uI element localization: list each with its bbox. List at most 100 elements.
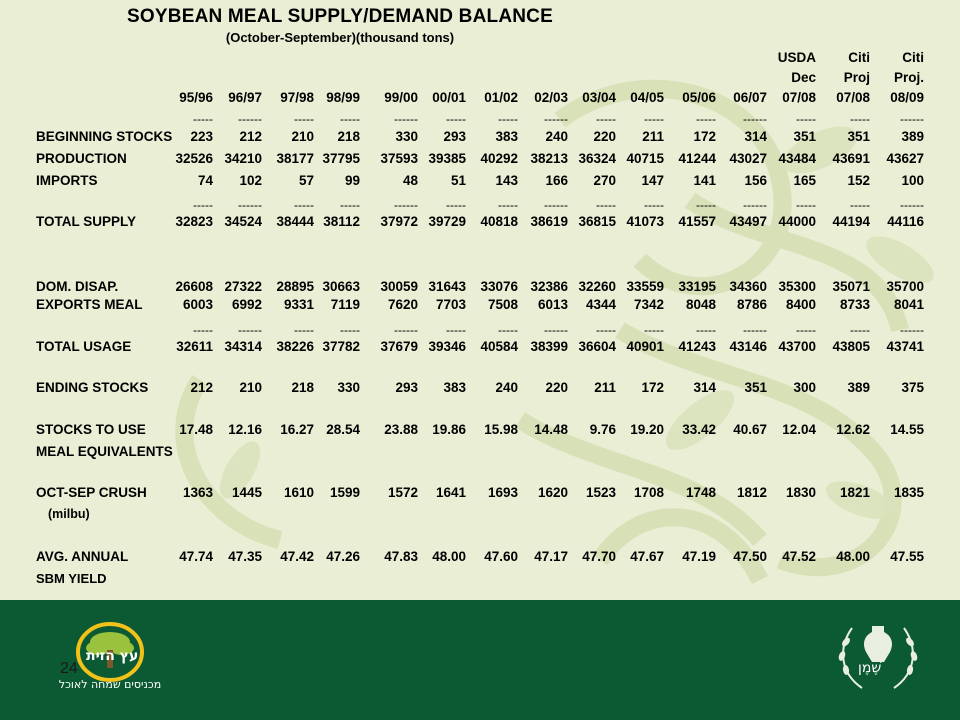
- table-cell: 351: [793, 129, 816, 144]
- column-header-line: USDA: [777, 50, 816, 65]
- table-cell: 166: [545, 173, 568, 188]
- table-cell: 38444: [276, 214, 314, 229]
- row-label: PRODUCTION: [36, 151, 127, 166]
- separator-dash: -----: [850, 112, 870, 126]
- table-cell: 6003: [182, 297, 213, 312]
- table-cell: 43497: [729, 214, 767, 229]
- table-cell: 26608: [175, 279, 213, 294]
- table-cell: 48: [402, 173, 418, 188]
- table-cell: 19.20: [630, 422, 664, 437]
- table-cell: 212: [239, 129, 262, 144]
- table-cell: 12.16: [228, 422, 262, 437]
- table-cell: 218: [291, 380, 314, 395]
- table-cell: 28895: [276, 279, 314, 294]
- separator-dash: ------: [238, 112, 262, 126]
- table-cell: 1830: [785, 485, 816, 500]
- table-cell: 12.04: [782, 422, 816, 437]
- column-header: 00/01: [432, 90, 466, 105]
- table-cell: 38619: [530, 214, 568, 229]
- table-cell: 30663: [322, 279, 360, 294]
- table-cell: 293: [395, 380, 418, 395]
- table-cell: 41244: [678, 151, 716, 166]
- table-cell: 212: [190, 380, 213, 395]
- column-header-line: Citi: [848, 50, 870, 65]
- table-cell: 47.26: [326, 549, 360, 564]
- table-cell: 35300: [778, 279, 816, 294]
- table-cell: 43146: [729, 339, 767, 354]
- table-cell: 7342: [633, 297, 664, 312]
- row-label: OCT-SEP CRUSH: [36, 485, 147, 500]
- table-cell: 39729: [428, 214, 466, 229]
- row-label: EXPORTS MEAL: [36, 297, 143, 312]
- separator-dash: -----: [796, 198, 816, 212]
- table-cell: 33076: [480, 279, 518, 294]
- olive-tree-logo-icon: [76, 622, 144, 682]
- column-header: 03/04: [582, 90, 616, 105]
- table-cell: 8733: [839, 297, 870, 312]
- table-cell: 389: [901, 129, 924, 144]
- column-header: 99/00: [384, 90, 418, 105]
- separator-dash: -----: [850, 198, 870, 212]
- column-header-line: Dec: [791, 70, 816, 85]
- separator-dash: ------: [394, 112, 418, 126]
- row-label: DOM. DISAP.: [36, 279, 119, 294]
- column-header-line: Citi: [902, 50, 924, 65]
- table-cell: 38399: [530, 339, 568, 354]
- table-cell: 143: [495, 173, 518, 188]
- separator-dash: -----: [498, 323, 518, 337]
- table-cell: 8048: [685, 297, 716, 312]
- table-cell: 9.76: [589, 422, 616, 437]
- table-cell: 211: [642, 129, 664, 144]
- table-cell: 218: [337, 129, 360, 144]
- table-cell: 28.54: [326, 422, 360, 437]
- table-cell: 47.55: [890, 549, 924, 564]
- table-cell: 36815: [578, 214, 616, 229]
- separator-dash: ------: [544, 112, 568, 126]
- column-header: 08/09: [890, 90, 924, 105]
- table-cell: 33559: [626, 279, 664, 294]
- column-header: 04/05: [630, 90, 664, 105]
- table-cell: 220: [593, 129, 616, 144]
- row-label: (milbu): [48, 507, 90, 521]
- table-cell: 35071: [832, 279, 870, 294]
- table-cell: 1821: [839, 485, 870, 500]
- table-cell: 43691: [832, 151, 870, 166]
- separator-dash: ------: [238, 198, 262, 212]
- table-cell: 43627: [886, 151, 924, 166]
- table-cell: 40715: [626, 151, 664, 166]
- separator-dash: -----: [796, 112, 816, 126]
- separator-dash: ------: [900, 198, 924, 212]
- logo-right-name: שֶׁמֶן: [858, 660, 882, 676]
- row-label: TOTAL USAGE: [36, 339, 132, 354]
- table-cell: 47.42: [280, 549, 314, 564]
- table-cell: 156: [744, 173, 767, 188]
- separator-dash: -----: [596, 112, 616, 126]
- table-cell: 40901: [626, 339, 664, 354]
- table-cell: 31643: [428, 279, 466, 294]
- table-cell: 32526: [175, 151, 213, 166]
- table-cell: 165: [793, 173, 816, 188]
- table-cell: 15.98: [484, 422, 518, 437]
- table-cell: 43805: [832, 339, 870, 354]
- table-cell: 47.50: [733, 549, 767, 564]
- table-cell: 34360: [729, 279, 767, 294]
- table-cell: 1620: [537, 485, 568, 500]
- separator-dash: -----: [294, 112, 314, 126]
- table-cell: 314: [744, 129, 767, 144]
- table-cell: 47.60: [484, 549, 518, 564]
- row-label: IMPORTS: [36, 173, 98, 188]
- table-cell: 43484: [778, 151, 816, 166]
- table-cell: 6992: [231, 297, 262, 312]
- logo-left-tagline: מכניסים שמחה לאוכל: [58, 678, 162, 691]
- table-cell: 27322: [224, 279, 262, 294]
- table-cell: 210: [291, 129, 314, 144]
- table-cell: 39346: [428, 339, 466, 354]
- separator-dash: ------: [394, 198, 418, 212]
- table-cell: 1572: [387, 485, 418, 500]
- column-header: 07/08: [782, 90, 816, 105]
- row-label: TOTAL SUPPLY: [36, 214, 137, 229]
- separator-dash: ------: [394, 323, 418, 337]
- separator-dash: -----: [498, 198, 518, 212]
- table-cell: 34524: [224, 214, 262, 229]
- table-cell: 47.17: [534, 549, 568, 564]
